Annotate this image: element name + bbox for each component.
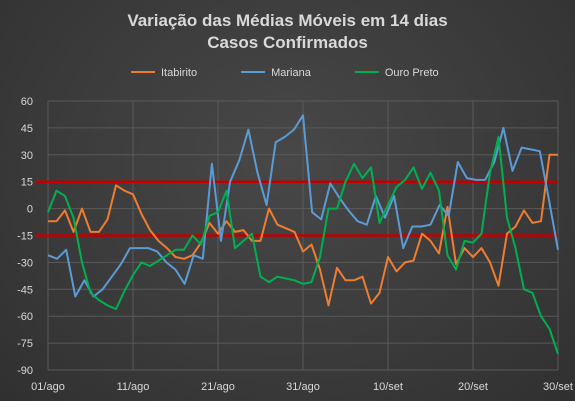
chart-subtitle: Casos Confirmados [207, 33, 368, 52]
y-tick-label: 30 [21, 150, 33, 162]
legend-label: Itabirito [161, 67, 197, 79]
legend-label: Mariana [271, 67, 312, 79]
series-line-ouro-preto [47, 135, 559, 355]
y-tick-label: -60 [17, 311, 33, 323]
x-tick-label: 20/set [458, 381, 488, 393]
x-tick-label: 30/set [543, 381, 573, 393]
x-tick-label: 21/ago [201, 381, 235, 393]
legend: Itabirito Mariana Ouro Preto [131, 67, 439, 79]
gridlines [47, 100, 559, 371]
y-tick-label: 0 [27, 204, 33, 216]
x-tick-label: 01/ago [31, 381, 65, 393]
y-tick-label: -45 [17, 284, 33, 296]
chart-title-block: Variação das Médias Móveis em 14 dias Ca… [0, 10, 575, 54]
series-line-mariana [47, 114, 559, 298]
series-line-itabirito [48, 153, 558, 307]
y-tick-label: 45 [21, 123, 33, 135]
y-tick-label: 60 [21, 96, 33, 108]
axis-labels: 60 45 30 15 0 -15 -30 -45 -60 -75 -90 01/ago 11/ago 2… [17, 96, 573, 393]
y-tick-label: -90 [17, 365, 33, 377]
x-tick-label: 10/set [373, 381, 403, 393]
chart-title: Variação das Médias Móveis em 14 dias [127, 11, 448, 30]
y-tick-label: -15 [17, 231, 33, 243]
series-lines [47, 114, 559, 355]
x-tick-label: 11/ago [117, 381, 150, 393]
y-tick-label: -75 [17, 338, 33, 350]
legend-label: Ouro Preto [385, 67, 439, 79]
x-tick-label: 31/ago [286, 381, 320, 393]
y-tick-label: -30 [17, 257, 33, 269]
y-tick-label: 15 [21, 177, 33, 189]
